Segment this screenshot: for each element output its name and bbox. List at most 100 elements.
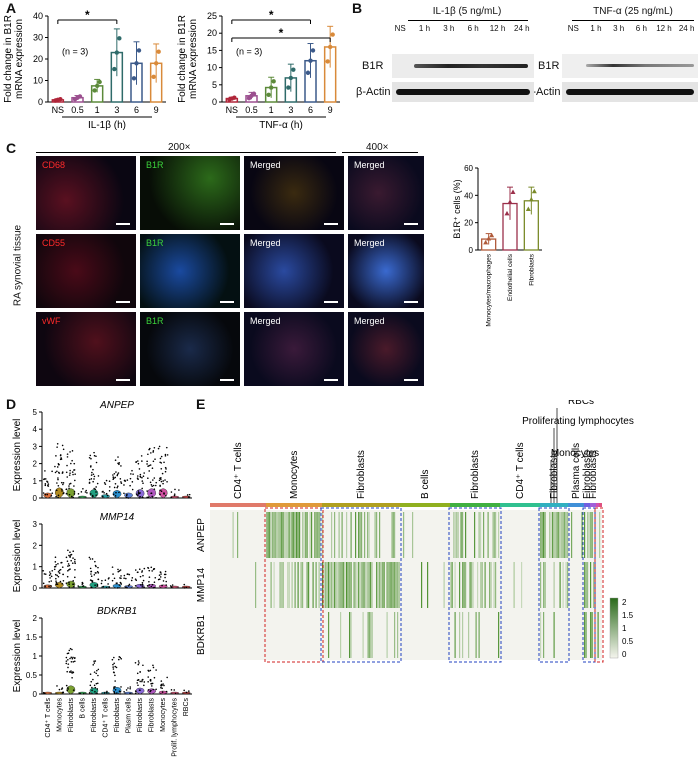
heatmap-cell [282,562,284,608]
cell-dot [43,573,46,575]
cell-dot [89,579,92,581]
cell-dot [44,573,47,575]
heatmap-cell [361,512,363,558]
cell-dot [70,671,72,673]
heatmap-cell [331,562,333,608]
cell-dot [164,576,166,579]
heatmap-cell [284,512,286,558]
heatmap-cell [457,512,459,558]
cell-dot [124,480,127,482]
cluster-label: Fibroblasts [549,450,560,499]
heatmap-cell [281,512,283,558]
cell-dot [58,572,61,574]
cell-dot [69,555,71,557]
cell-dot [89,558,92,560]
heatmap-cell [597,612,599,658]
x-tick-label: NS [226,105,239,115]
heatmap-cell [275,512,277,558]
cell-dot [159,457,162,460]
cell-dot [129,484,131,487]
y-tick-label: 10 [33,76,43,86]
heatmap-cell [311,512,313,558]
heatmap-cell [451,562,453,608]
heatmap-cell [370,562,372,608]
cell-dot [141,679,143,681]
cell-dot [125,586,127,588]
data-point [305,70,311,75]
cell-dot [160,680,163,682]
heatmap-cell [562,512,564,558]
x-tick-label: Fibroblasts [528,253,535,286]
cell-dot [165,446,168,449]
cell-dot [55,580,57,582]
cell-dot [151,495,154,498]
cell-dot [157,578,160,581]
cell-dot [164,573,167,576]
cell-dot [134,578,137,580]
heatmap-cell [269,512,271,558]
cell-dot [142,579,145,582]
cell-dot [92,480,94,483]
cell-dot [116,474,119,477]
heatmap-cell [331,512,333,558]
cell-dot [72,580,74,582]
data-point [153,61,159,66]
heatmap-cell [300,562,302,608]
lane-label: 12 h [656,24,672,33]
micrograph-panel: Merged [244,234,344,308]
cell-dot [164,453,167,456]
cell-dot [120,575,122,577]
merged-label: Merged [354,160,385,170]
cell-dot [138,468,141,470]
cell-dot [162,482,164,485]
heatmap-cell [276,512,278,558]
cell-dot [68,581,70,584]
y-tick-label: 1 [33,477,38,486]
cell-dot [105,479,108,482]
heatmap-cell [513,562,515,608]
heatmap-cell [328,612,330,658]
cell-dot [90,573,92,575]
cell-dot [162,580,165,582]
cell-dot [173,494,176,497]
cell-dot [114,495,117,497]
y-tick-label: 0 [33,494,38,503]
cell-dot [65,471,68,474]
heatmap-cell [349,612,351,658]
scale-bar [220,223,234,225]
cell-dot [96,585,99,587]
cell-dot [166,676,168,679]
heatmap-cell [590,512,592,558]
heatmap-cell [471,562,473,608]
cell-dot [113,486,116,489]
cell-dot [160,490,163,493]
cell-dot [48,580,51,583]
cell-dot [141,487,143,490]
cell-dot [158,445,161,448]
heatmap-cell [421,562,423,608]
cell-dot [72,661,75,663]
heatmap-cell [388,562,390,608]
cell-dot [65,488,68,491]
heatmap-cell [358,562,360,608]
cell-dot [164,479,166,481]
cell-dot [55,577,57,580]
cell-dot [149,447,151,450]
cell-dot [183,587,186,589]
violin [54,691,64,695]
heatmap-cell [403,512,405,558]
cell-dot [71,672,73,674]
heatmap-cell [492,512,494,558]
data-point [151,74,156,80]
cell-dot [149,669,152,672]
cell-dot [73,462,76,465]
cell-dot [113,472,116,475]
cell-dot [112,671,115,673]
cell-dot [47,485,50,487]
cell-dot [150,452,152,454]
merged-label: Merged [354,316,385,326]
heatmap-cell [590,562,592,608]
y-axis-label: Expression level [12,520,23,593]
cell-dot [73,585,75,588]
cell-dot [70,559,72,562]
